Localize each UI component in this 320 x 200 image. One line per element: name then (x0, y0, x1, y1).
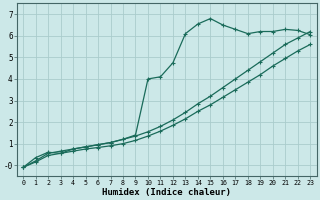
X-axis label: Humidex (Indice chaleur): Humidex (Indice chaleur) (102, 188, 231, 197)
